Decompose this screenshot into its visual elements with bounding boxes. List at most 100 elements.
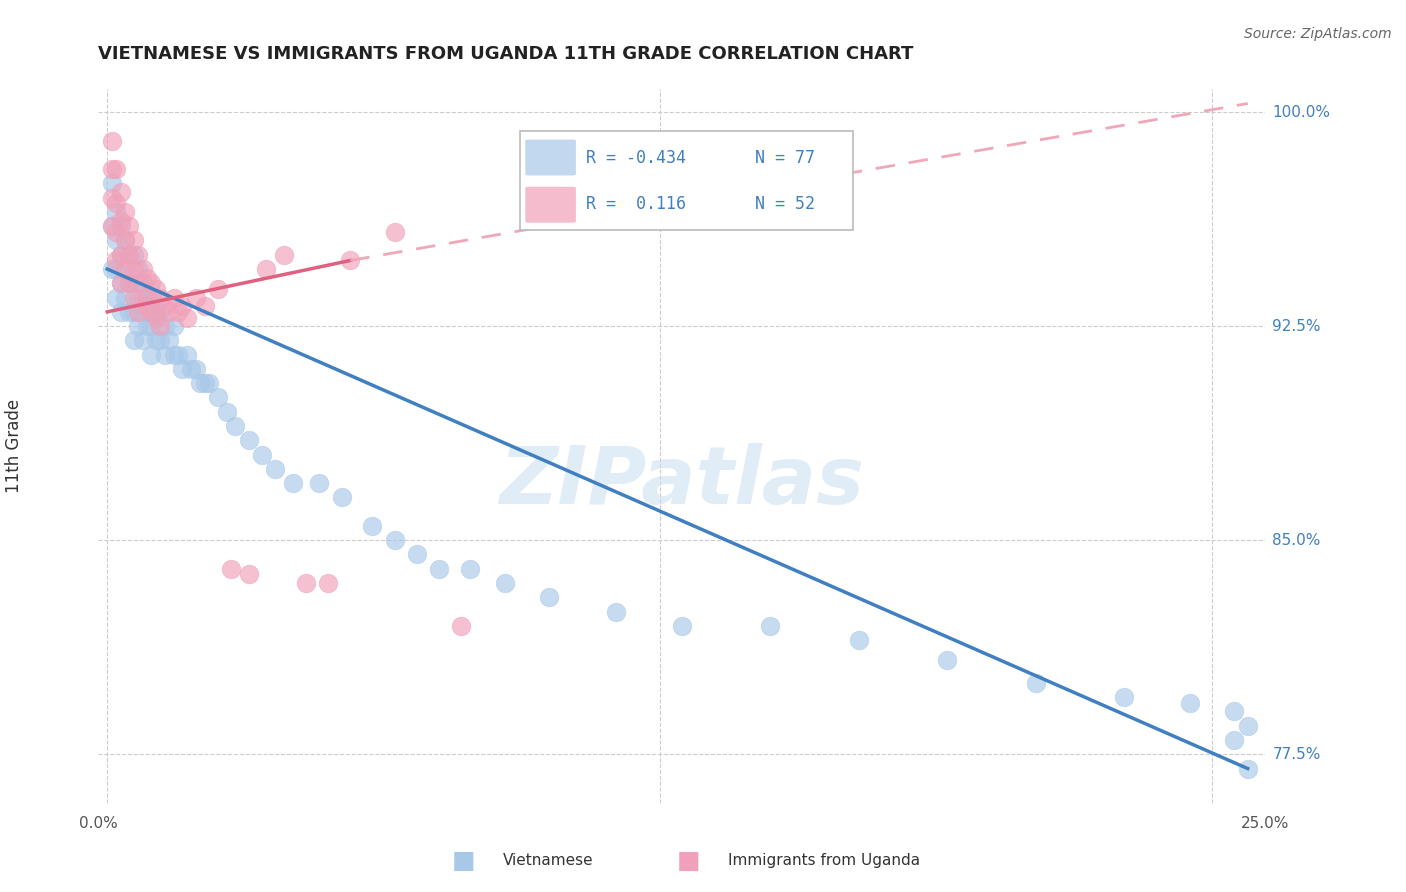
Point xyxy=(131,277,153,291)
Text: Vietnamese: Vietnamese xyxy=(503,854,593,868)
Point xyxy=(118,219,141,234)
Point xyxy=(219,562,242,576)
Point xyxy=(167,305,190,319)
Point xyxy=(157,334,180,348)
Point xyxy=(215,405,238,419)
Point xyxy=(162,319,184,334)
Point xyxy=(141,348,163,362)
Point xyxy=(273,248,295,262)
FancyBboxPatch shape xyxy=(520,131,852,230)
Text: N = 52: N = 52 xyxy=(755,194,814,212)
Point xyxy=(145,282,167,296)
Point xyxy=(167,348,190,362)
Text: R = -0.434: R = -0.434 xyxy=(586,149,686,167)
Point xyxy=(1236,719,1258,733)
Text: Source: ZipAtlas.com: Source: ZipAtlas.com xyxy=(1244,27,1392,41)
Point xyxy=(127,319,149,334)
Point xyxy=(110,213,132,227)
Text: 92.5%: 92.5% xyxy=(1272,318,1320,334)
Point xyxy=(141,277,163,291)
Point xyxy=(105,234,128,248)
Point xyxy=(450,619,472,633)
Point xyxy=(1236,762,1258,776)
Point xyxy=(153,299,176,313)
Point xyxy=(141,319,163,334)
Point xyxy=(162,348,184,362)
Point xyxy=(157,305,180,319)
Point xyxy=(136,270,159,285)
Point xyxy=(184,291,207,305)
Point xyxy=(136,299,159,313)
Point xyxy=(105,205,128,219)
Text: 0.0%: 0.0% xyxy=(79,816,118,831)
Point xyxy=(153,348,176,362)
Point xyxy=(114,262,136,277)
Point xyxy=(110,248,132,262)
Point xyxy=(118,277,141,291)
Point xyxy=(149,319,172,334)
FancyBboxPatch shape xyxy=(526,139,576,176)
Text: ZIPatlas: ZIPatlas xyxy=(499,442,865,521)
Point xyxy=(145,310,167,325)
Point xyxy=(105,196,128,211)
Point xyxy=(538,591,561,605)
Point xyxy=(100,177,122,191)
Text: N = 77: N = 77 xyxy=(755,149,814,167)
Point xyxy=(458,562,481,576)
Point xyxy=(316,576,339,591)
Point xyxy=(110,185,132,199)
Point xyxy=(184,362,207,376)
Point xyxy=(110,248,132,262)
Point xyxy=(131,262,153,277)
Point xyxy=(114,234,136,248)
Point xyxy=(100,219,122,234)
Point xyxy=(176,348,198,362)
Point xyxy=(207,391,229,405)
Point xyxy=(193,376,215,391)
Text: 25.0%: 25.0% xyxy=(1241,816,1289,831)
Point xyxy=(118,305,141,319)
Point xyxy=(122,305,145,319)
Text: 100.0%: 100.0% xyxy=(1272,104,1330,120)
Point xyxy=(238,567,260,582)
Point xyxy=(110,277,132,291)
Point xyxy=(105,162,128,177)
Point xyxy=(193,299,215,313)
Point xyxy=(122,334,145,348)
Point xyxy=(105,262,128,277)
Point xyxy=(145,334,167,348)
Point xyxy=(295,576,318,591)
Point xyxy=(149,291,172,305)
Text: ■: ■ xyxy=(453,849,475,872)
Point xyxy=(118,248,141,262)
FancyBboxPatch shape xyxy=(526,186,576,223)
Text: 85.0%: 85.0% xyxy=(1272,533,1320,548)
Point xyxy=(427,562,450,576)
Point xyxy=(127,262,149,277)
Point xyxy=(118,277,141,291)
Point xyxy=(605,605,627,619)
Point xyxy=(1180,696,1202,710)
Point xyxy=(122,277,145,291)
Point xyxy=(308,476,330,491)
Point xyxy=(405,548,427,562)
Point xyxy=(330,491,353,505)
Point xyxy=(110,305,132,319)
Point xyxy=(105,253,128,268)
Point xyxy=(131,334,153,348)
Point xyxy=(131,305,153,319)
Text: Immigrants from Uganda: Immigrants from Uganda xyxy=(728,854,921,868)
Point xyxy=(207,282,229,296)
Point xyxy=(180,362,202,376)
Point xyxy=(127,248,149,262)
Point xyxy=(105,291,128,305)
Point xyxy=(100,162,122,177)
Point xyxy=(114,234,136,248)
Point xyxy=(105,225,128,239)
Text: R =  0.116: R = 0.116 xyxy=(586,194,686,212)
Point xyxy=(100,262,122,277)
Point xyxy=(127,305,149,319)
Point xyxy=(238,434,260,448)
Point xyxy=(122,262,145,277)
Point xyxy=(339,253,361,268)
